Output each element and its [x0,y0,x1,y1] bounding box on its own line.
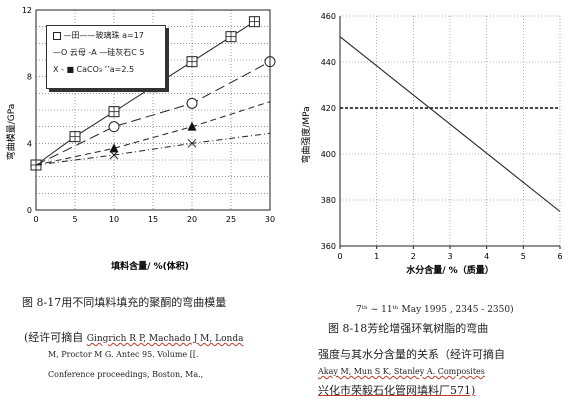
x-tick-label: 15 [148,215,158,224]
triangle-marker [187,121,197,131]
caption-citation: Gingrich R P, Machado J M, Londa [86,334,244,344]
x-tick-label: 6 [557,252,562,261]
y-tick-label: 400 [321,150,336,159]
figure-caption-right-citation: Akay M, Mun S K, Stanley A. Composites [318,367,485,376]
legend-item: X - ■ CaCO₃ ’’a=2.5 [53,65,134,74]
circle-marker [186,97,198,109]
x-tick-label: 1 [374,252,379,261]
x-tick-label: 3 [447,252,452,261]
flexural-strength-chart: 0 1 2 3 4 5 6 460 440 420 400 380 360 弯曲强度/MPa 水分含量/… [300,12,563,276]
figure-caption-left-citation-line: M, Proctor M G. Antec 95. Volume [[. [48,350,199,359]
legend-label: —O 云母 -A —硅灰石C 5 [53,48,145,57]
chart-grid [339,15,561,247]
y-tick-label: 360 [321,242,336,251]
x-axis-label: 填料含量/ %(体积) [111,260,189,272]
series-line [35,101,271,166]
chart-axes [339,16,561,249]
square-marker-icon [53,31,61,40]
series-line [35,61,271,166]
figure-caption-right-title: 图 8-18芳纶增强环氧树脂的弯曲 [328,322,489,335]
chart-series-group [339,36,561,212]
x-tick-label: 5 [72,215,77,224]
y-axis-label: 弯曲强度/MPa [300,106,312,163]
y-tick-label: 8 [27,73,32,82]
y-tick-label: 0 [27,206,32,215]
x-tick-label: 10 [109,215,119,224]
x-tick-label: 4 [484,252,489,261]
y-tick-label: 440 [321,58,336,67]
x-tick-label: 0 [33,215,38,224]
x-tick-label: 2 [411,252,416,261]
figure-caption-right-line: 兴化市荣毅石化管网填料厂571) [318,384,476,397]
figure-caption-left-citation: (经许可摘自 Gingrich R P, Machado J M, Londa [24,329,243,345]
cross-marker [109,150,119,160]
x-tick-label: 25 [226,215,236,224]
x-tick-label: 30 [265,215,275,224]
x-tick-label: 20 [187,215,197,224]
legend-label: X - ■ CaCO₃ ’’a=2.5 [53,65,135,74]
chart-axes [35,9,271,211]
plot-frame [35,9,271,211]
circle-marker [108,121,120,133]
x-tick-label: 0 [337,252,342,261]
y-axis-label: 弯曲模量/GPa [5,104,17,161]
figure-caption-left-citation-line: Conference proceedings, Boston, Ma., [48,370,204,379]
chart-legend: —田——玻璃珠 a=17 —O 云母 -A —硅灰石C 5 X - ■ CaCO… [46,25,166,89]
y-tick-label: 12 [22,6,32,15]
series-line [35,132,271,166]
triangle-marker [109,143,119,153]
y-tick-label: 460 [321,12,336,21]
chart-series-group [30,16,276,171]
chart-tick-labels: 0 5 10 15 20 25 30 12 8 4 0 [22,6,275,224]
figure-caption-right-line: 强度与其水分含量的关系（经许可摘自 [318,348,505,361]
figure-caption-citation-tail: 7ᵗʰ ~ 11ᵗʰ May 1995 , 2345 - 2350) [356,305,514,315]
series-line [339,36,561,212]
caption-text: (经许可摘自 [24,331,87,344]
y-tick-label: 4 [27,139,32,148]
x-axis-label: 水分含量/ %（质量） [406,264,493,276]
legend-label: —田——玻璃珠 a=17 [63,31,144,40]
cross-marker [187,138,197,148]
y-tick-label: 380 [321,196,336,205]
y-tick-label: 420 [321,104,336,113]
legend-item: —O 云母 -A —硅灰石C 5 [53,47,145,58]
chart-tick-labels: 0 1 2 3 4 5 6 460 440 420 400 380 360 [321,12,563,261]
figure-caption-left-title: 图 8-17用不同填料填充的聚酮的弯曲模量 [22,296,227,309]
legend-item: —田——玻璃珠 a=17 [53,30,144,41]
x-tick-label: 5 [521,252,526,261]
